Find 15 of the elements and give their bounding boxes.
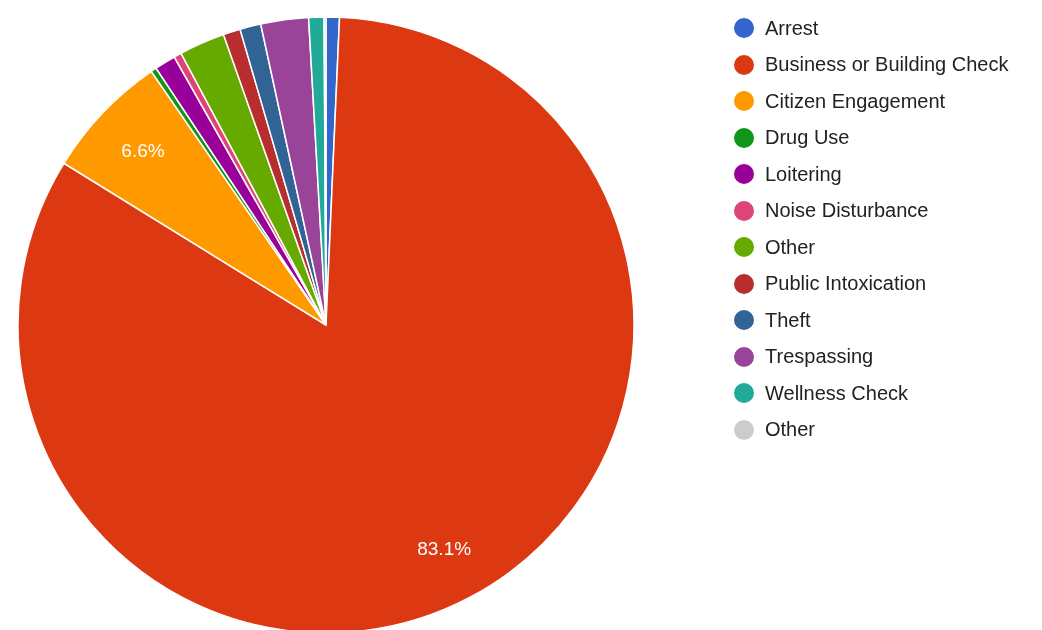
legend-label: Theft [765,308,811,332]
legend-label: Trespassing [765,345,874,369]
data-label: 83.1% [417,537,472,559]
legend-label: Business or Building Check [765,53,1009,77]
legend-label: Citizen Engagement [765,89,946,113]
legend-label: Wellness Check [765,381,909,405]
data-label: 6.6% [121,140,165,162]
pie-slice [17,16,635,630]
legend-label: Loitering [765,162,842,186]
legend-label: Drug Use [765,126,850,150]
legend-label: Public Intoxication [765,272,927,296]
legend-label: Noise Disturbance [765,199,929,223]
legend-label: Other [765,235,816,259]
legend-label: Arrest [765,16,819,40]
legend-label: Other [765,418,816,442]
